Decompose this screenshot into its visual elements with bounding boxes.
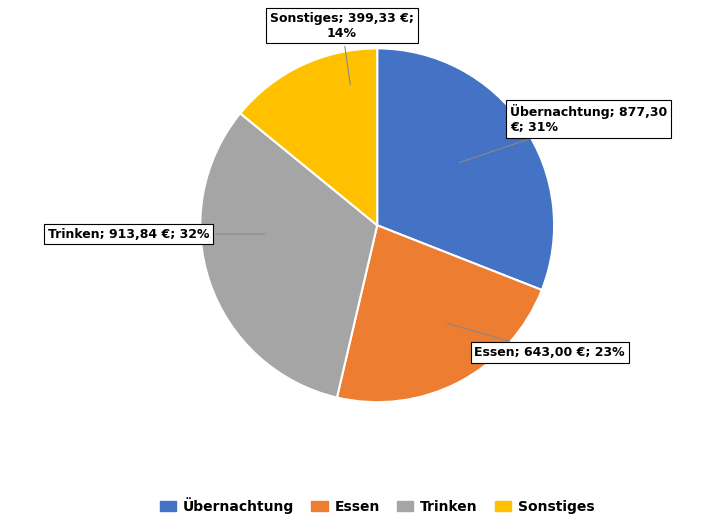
Text: Trinken; 913,84 €; 32%: Trinken; 913,84 €; 32% [48, 228, 265, 241]
Wedge shape [337, 225, 542, 402]
Wedge shape [200, 113, 377, 398]
Text: Essen; 643,00 €; 23%: Essen; 643,00 €; 23% [447, 323, 625, 359]
Wedge shape [377, 48, 554, 290]
Wedge shape [240, 48, 377, 225]
Legend: Übernachtung, Essen, Trinken, Sonstiges: Übernachtung, Essen, Trinken, Sonstiges [154, 491, 601, 515]
Text: Sonstiges; 399,33 €;
14%: Sonstiges; 399,33 €; 14% [270, 11, 414, 84]
Text: Übernachtung; 877,30
€; 31%: Übernachtung; 877,30 €; 31% [459, 104, 667, 163]
